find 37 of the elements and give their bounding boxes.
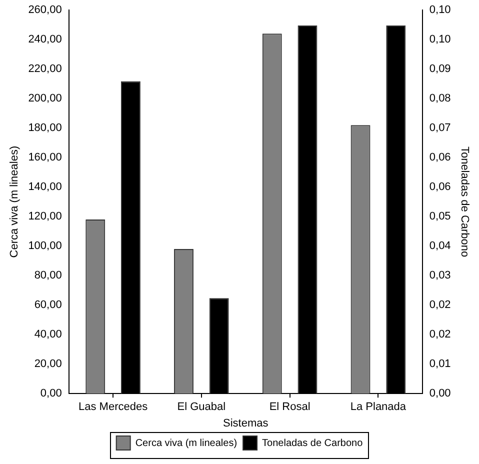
- y2-tick-label: 0,03: [429, 270, 451, 282]
- y2-tick-label: 0,09: [429, 63, 451, 76]
- y2-axis-title: Toneladas de Carbono: [458, 146, 470, 258]
- y-tick-label: 200,00: [28, 92, 62, 105]
- y2-tick-label: 0,10: [429, 4, 451, 16]
- y-tick-label: 0,00: [40, 388, 62, 400]
- y-tick-label: 100,00: [28, 240, 62, 252]
- y-tick-label: 140,00: [28, 181, 62, 194]
- x-axis-title: Sistemas: [222, 417, 269, 430]
- y-tick-label: 60,00: [34, 299, 62, 312]
- y-tick-label: 120,00: [28, 210, 62, 223]
- y2-tick-label: 0,02: [429, 328, 451, 341]
- y-tick-label: 80,00: [34, 270, 62, 282]
- y2-tick-label: 0,02: [429, 299, 451, 312]
- legend-label: Toneladas de Carbono: [262, 438, 364, 449]
- y-tick-label: 160,00: [28, 152, 62, 164]
- y2-tick-label: 0,05: [429, 210, 451, 223]
- x-tick-label: El Rosal: [269, 401, 310, 414]
- y-tick-label: 240,00: [28, 34, 62, 46]
- y-tick-label: 180,00: [28, 122, 62, 134]
- y2-tick-label: 0,06: [429, 181, 451, 194]
- y2-tick-label: 0,10: [429, 34, 451, 46]
- legend-label: Cerca viva (m lineales): [135, 438, 238, 449]
- y-tick-label: 260,00: [28, 4, 62, 16]
- y2-tick-label: 0,06: [429, 152, 451, 164]
- y2-tick-label: 0,07: [429, 122, 451, 134]
- x-tick-label: La Planada: [350, 401, 407, 414]
- y-tick-label: 20,00: [34, 358, 62, 370]
- y2-tick-label: 0,00: [429, 388, 451, 400]
- y2-tick-label: 0,08: [429, 92, 451, 105]
- y-axis-title: Cerca viva (m lineales): [8, 146, 21, 258]
- y2-tick-label: 0,01: [429, 358, 451, 370]
- y-tick-label: 220,00: [28, 63, 62, 76]
- x-tick-label: Las Mercedes: [78, 401, 148, 414]
- y-tick-label: 40,00: [34, 328, 62, 341]
- y2-tick-label: 0,04: [429, 240, 451, 252]
- x-tick-label: El Guabal: [177, 401, 226, 414]
